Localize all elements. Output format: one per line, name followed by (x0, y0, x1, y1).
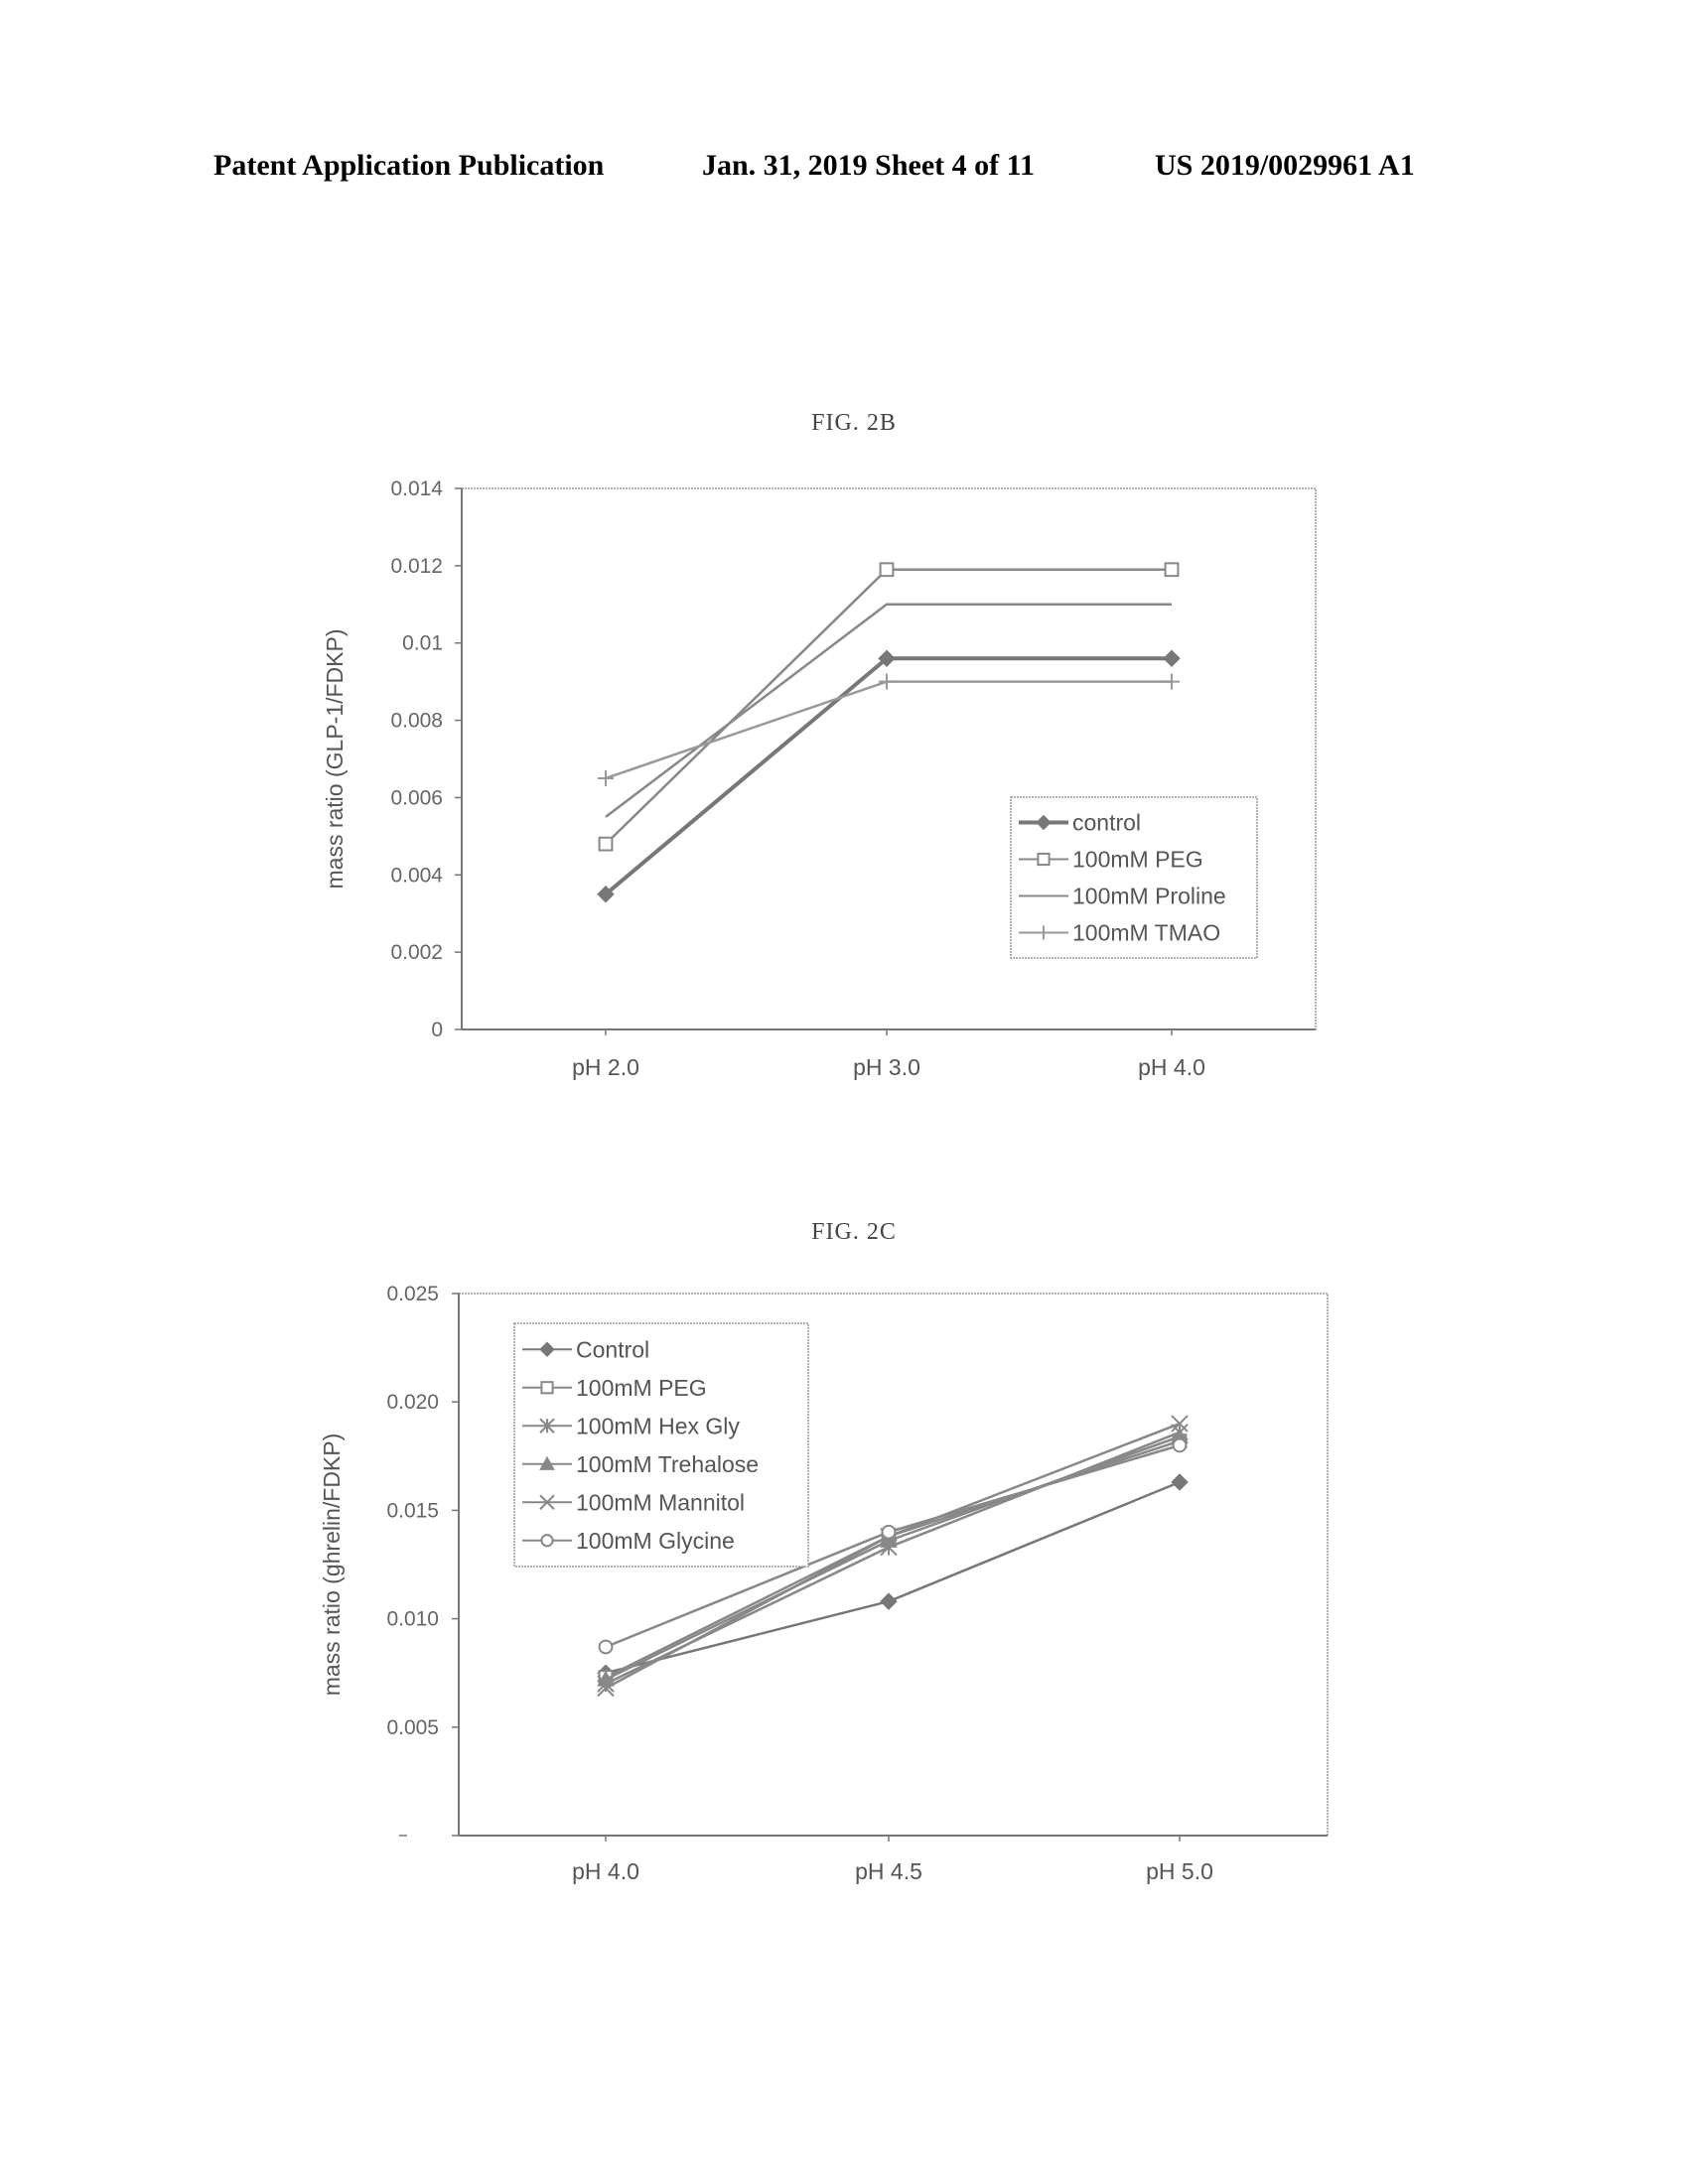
x-tick-label: pH 4.0 (1138, 1054, 1205, 1080)
x-tick-label: pH 5.0 (1146, 1858, 1213, 1884)
legend-label: Control (576, 1336, 649, 1362)
line-chart-1: 0 0.002 0.004 0.006 0.008 0.01 0.012 0.014 pH 2.… (322, 478, 1316, 1080)
y-tick-label: 0.004 (390, 864, 443, 887)
x-tick-label: pH 2.0 (572, 1054, 639, 1080)
legend-label: 100mM TMAO (1072, 920, 1220, 946)
y-tick-label: 0.005 (386, 1716, 439, 1739)
data-point (600, 1641, 613, 1654)
x-tick-label: pH 3.0 (853, 1054, 920, 1080)
legend-label: 100mM Mannitol (576, 1489, 745, 1515)
legend-label: 100mM PEG (576, 1375, 707, 1401)
y-tick-label: 0.020 (386, 1391, 439, 1414)
x-tick-label: pH 4.5 (855, 1858, 922, 1884)
y-tick-label: 0.008 (390, 710, 443, 733)
data-point (883, 1526, 896, 1539)
legend-marker (541, 1535, 552, 1546)
y-tick-label: 0.006 (390, 786, 443, 809)
y-tick-label: 0.014 (390, 478, 443, 500)
y-tick-label: 0.010 (386, 1608, 439, 1631)
legend-label: 100mM PEG (1072, 847, 1203, 873)
legend-label: 100mM Proline (1072, 884, 1226, 909)
data-point (600, 838, 613, 851)
y-tick-label: 0 (431, 1019, 443, 1041)
y-tick-label: 0.012 (390, 555, 443, 578)
legend-label: 100mM Glycine (576, 1528, 735, 1554)
y-tick-label: 0.025 (386, 1283, 439, 1305)
legend-label: 100mM Hex Gly (576, 1413, 740, 1438)
legend-marker (541, 1382, 552, 1393)
y-tick-label: 0.015 (386, 1499, 439, 1522)
legend-marker (1038, 854, 1049, 865)
legend-label: 100mM Trehalose (576, 1451, 759, 1477)
legend-label: control (1072, 810, 1141, 836)
y-axis-label: mass ratio (ghrelin/FDKP) (319, 1433, 345, 1697)
line-chart-2: 0.005 0.010 0.015 0.020 0.025 pH 4.0 pH 4.5 pH … (319, 1283, 1328, 1884)
data-point (881, 563, 894, 576)
x-tick-label: pH 4.0 (572, 1858, 639, 1884)
y-tick-label: 0.01 (402, 632, 443, 655)
y-tick-label: 0.002 (390, 941, 443, 964)
data-point (1174, 1438, 1187, 1451)
data-point (1166, 563, 1179, 576)
y-axis-label: mass ratio (GLP-1/FDKP) (322, 629, 348, 889)
